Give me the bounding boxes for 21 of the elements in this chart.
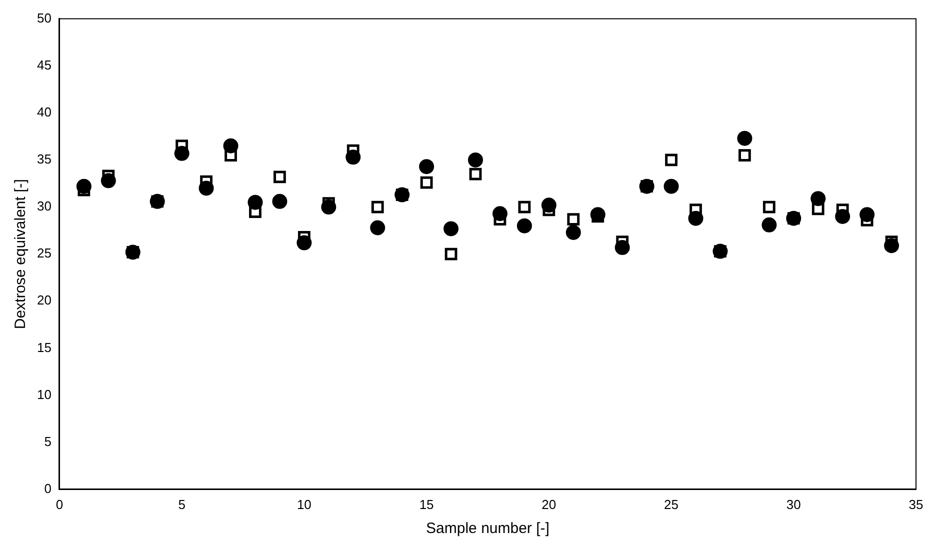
- x-tick-label: 35: [908, 496, 924, 512]
- x-tick-label: 5: [178, 496, 186, 512]
- y-axis-title: Dextrose equivalent [-]: [12, 179, 30, 330]
- y-tick-label: 35: [36, 152, 52, 167]
- y-tick-label: 0: [44, 480, 52, 496]
- x-tick-label: 20: [542, 496, 556, 512]
- x-axis-title: Sample number [-]: [426, 520, 550, 538]
- y-tick-label: 20: [36, 292, 52, 308]
- y-tick-label: 30: [36, 198, 52, 214]
- y-tick-label: 10: [36, 386, 52, 402]
- x-tick-label: 15: [419, 496, 434, 512]
- x-tick-label: 0: [56, 496, 64, 512]
- y-tick-label: 15: [36, 340, 52, 355]
- x-tick-label: 30: [786, 496, 801, 512]
- y-tick-label: 40: [36, 104, 52, 120]
- x-tick-label: 10: [296, 496, 312, 512]
- y-tick-label: 45: [36, 57, 52, 72]
- y-tick-label: 25: [36, 246, 52, 261]
- x-tick-label: 25: [664, 496, 679, 512]
- y-tick-label: 5: [44, 434, 52, 449]
- y-tick-label: 50: [36, 10, 52, 26]
